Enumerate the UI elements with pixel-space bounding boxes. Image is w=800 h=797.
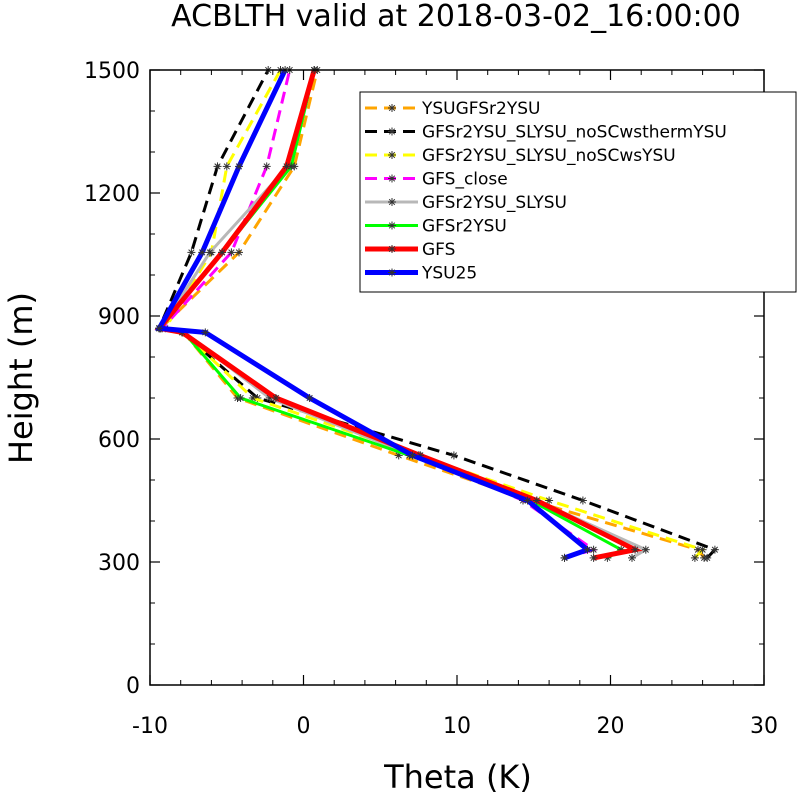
x-tick-label: -10	[132, 714, 168, 739]
x-tick-label: 0	[297, 714, 311, 739]
data-point-GFSr2YSU_SLYSU_noSCwsthermYSU-8	[213, 162, 222, 171]
legend-label: YSU25	[421, 264, 477, 284]
data-point-YSU25-2	[523, 496, 532, 505]
series-line-YSU25	[155, 68, 593, 561]
x-tick-label: 10	[443, 714, 471, 739]
legend-item-GFS_close: GFS_close	[365, 170, 508, 190]
legend-label: GFSr2YSU_SLYSU_noSCwsthermYSU	[422, 123, 727, 143]
x-axis-label: Theta (K)	[383, 758, 532, 796]
data-point-YSU25-0	[560, 553, 569, 562]
legend-item-GFS: GFS	[365, 240, 455, 260]
data-point-GFSr2YSU_SLYSU_noSCwsYSU-2	[545, 496, 554, 505]
data-point-GFS-4	[271, 394, 280, 402]
y-axis-label: Height (m)	[2, 292, 40, 464]
y-tick-label: 1200	[84, 182, 140, 207]
y-tick-label: 900	[98, 305, 140, 330]
data-point-GFSr2YSU_SLYSU_noSCwsthermYSU-2	[578, 496, 587, 505]
data-point-GFSr2YSU_SLYSU_noSCwsthermYSU-3	[449, 451, 458, 460]
x-tick-label: 30	[750, 714, 778, 739]
data-point-GFS-2	[532, 496, 541, 505]
data-point-GFSr2YSU_SLYSU-0	[628, 553, 636, 562]
data-point-YSU25-4	[305, 394, 314, 402]
series-YSU25	[155, 66, 593, 562]
legend-item-YSU25: YSU25	[365, 264, 477, 284]
data-point-GFSr2YSU_SLYSU_noSCwsYSU-1	[698, 545, 707, 554]
data-point-YSU25-6	[155, 324, 164, 333]
data-point-GFSr2YSU_SLYSU_noSCwsthermYSU-7	[187, 248, 196, 257]
legend: YSUGFSr2YSU GFSr2YSU_SLYSU_noSCwsthermYSU…	[359, 91, 797, 293]
legend-label: GFS	[422, 240, 455, 260]
data-point-YSUGFSr2YSU-7	[235, 248, 243, 257]
data-point-GFSr2YSU_SLYSU_noSCwsthermYSU-1	[710, 545, 719, 554]
data-point-GFSr2YSU_SLYSU-7	[205, 248, 214, 257]
y-tick-label: 600	[98, 428, 140, 453]
legend-item-YSUGFSr2YSU: YSUGFSr2YSU	[365, 99, 541, 119]
data-point-GFS-1	[631, 545, 640, 554]
x-tick-label: 20	[597, 714, 625, 739]
legend-item-GFSr2YSU_SLYSU: GFSr2YSU_SLYSU	[365, 193, 567, 213]
data-point-GFSr2YSU_SLYSU_noSCwsthermYSU-0	[703, 553, 712, 562]
data-point-YSU25-3	[408, 451, 417, 460]
y-tick-label: 0	[126, 674, 140, 699]
legend-label: GFS_close	[422, 170, 508, 190]
legend-box	[359, 91, 797, 293]
legend-label: GFSr2YSU_SLYSU	[422, 193, 567, 213]
legend-label: YSUGFSr2YSU	[421, 99, 541, 119]
data-point-GFS_close-7	[227, 248, 236, 257]
data-point-GFSr2YSU_SLYSU-1	[641, 545, 650, 554]
series-line-GFS	[154, 69, 643, 561]
legend-item-GFSr2YSU_SLYSU_noSCwsthermYSU: GFSr2YSU_SLYSU_noSCwsthermYSU	[365, 123, 727, 143]
legend-item-GFSr2YSU: GFSr2YSU	[365, 217, 507, 237]
data-point-GFS-7	[218, 248, 227, 257]
data-point-YSU25-7	[198, 248, 207, 257]
chart-title: ACBLTH valid at 2018-03-02_16:00:00	[171, 0, 741, 34]
legend-label: GFSr2YSU	[422, 217, 507, 237]
data-point-YSU25-5	[201, 328, 210, 337]
data-point-YSU25-1	[583, 545, 592, 554]
data-point-GFSr2YSU_SLYSU_noSCwsYSU-0	[690, 553, 699, 562]
y-tick-label: 300	[98, 551, 140, 576]
data-point-GFSr2YSU-4	[236, 394, 245, 402]
y-tick-label: 1500	[84, 59, 140, 84]
data-point-GFS_close-8	[262, 162, 271, 171]
data-point-GFS-0	[589, 553, 598, 562]
data-point-GFS-8	[282, 162, 291, 171]
data-point-GFSr2YSU_SLYSU_noSCwsYSU-8	[222, 162, 231, 171]
legend-item-GFSr2YSU_SLYSU_noSCwsYSU: GFSr2YSU_SLYSU_noSCwsYSU	[365, 146, 676, 166]
legend-label: GFSr2YSU_SLYSU_noSCwsYSU	[422, 146, 676, 166]
data-point-YSU25-8	[235, 162, 243, 171]
